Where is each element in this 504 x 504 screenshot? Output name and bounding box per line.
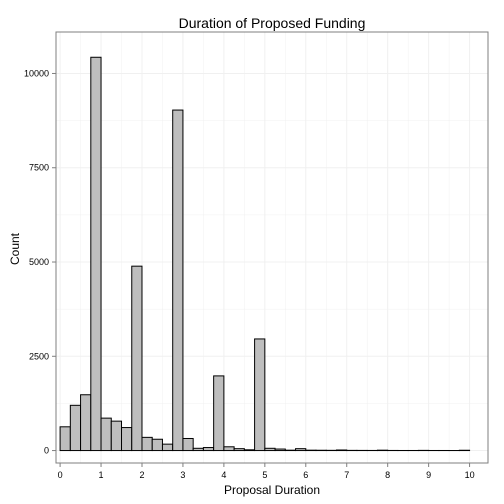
chart-title: Duration of Proposed Funding [179, 15, 366, 31]
x-tick-label: 8 [385, 470, 390, 480]
histogram-bar [335, 449, 348, 452]
y-tick-label: 7500 [29, 163, 49, 173]
x-tick-label: 0 [58, 470, 63, 480]
y-axis-label: Count [8, 232, 22, 265]
x-tick-label: 6 [303, 470, 308, 480]
histogram-bar [80, 394, 92, 452]
histogram-bar [151, 438, 163, 452]
y-tick-label: 0 [44, 446, 49, 456]
x-tick-label: 10 [465, 470, 475, 480]
histogram-bar [295, 448, 307, 452]
histogram-bar [202, 447, 215, 452]
histogram-bar [172, 109, 184, 452]
x-tick-label: 5 [262, 470, 267, 480]
x-tick-label: 7 [344, 470, 349, 480]
plot-panel-border [55, 31, 489, 464]
histogram-bar [100, 417, 112, 452]
histogram-bar [141, 436, 153, 452]
grid-lines [56, 32, 488, 463]
histogram-bar [182, 437, 194, 452]
y-tick-label: 5000 [29, 257, 49, 267]
x-tick-label: 3 [180, 470, 185, 480]
histogram-bar [213, 375, 225, 452]
histogram-bar [264, 447, 276, 452]
histogram-bar [110, 420, 123, 452]
histogram-bar [161, 443, 174, 452]
histogram-bar [254, 338, 266, 452]
histogram-bar [90, 56, 102, 452]
histogram-bar [233, 448, 245, 452]
histogram-bar [274, 448, 286, 452]
x-axis-label: Proposal Duration [224, 483, 320, 497]
x-tick-label: 1 [99, 470, 104, 480]
x-axis-ticks: 0 1 2 3 4 5 6 7 8 9 10 [58, 463, 475, 480]
y-axis-ticks: 0 2500 5000 7500 10000 [24, 68, 56, 456]
histogram-bars [59, 56, 471, 452]
histogram-bar [192, 447, 204, 452]
histogram-bar [243, 449, 256, 452]
histogram-bar [223, 446, 235, 452]
histogram-bar [69, 404, 82, 452]
x-tick-label: 2 [139, 470, 144, 480]
x-tick-label: 9 [426, 470, 431, 480]
y-tick-label: 10000 [24, 68, 49, 78]
histogram-bar [59, 426, 71, 452]
y-tick-label: 2500 [29, 351, 49, 361]
histogram-bar [121, 427, 133, 452]
x-tick-label: 4 [221, 470, 226, 480]
histogram-bar [131, 265, 143, 452]
